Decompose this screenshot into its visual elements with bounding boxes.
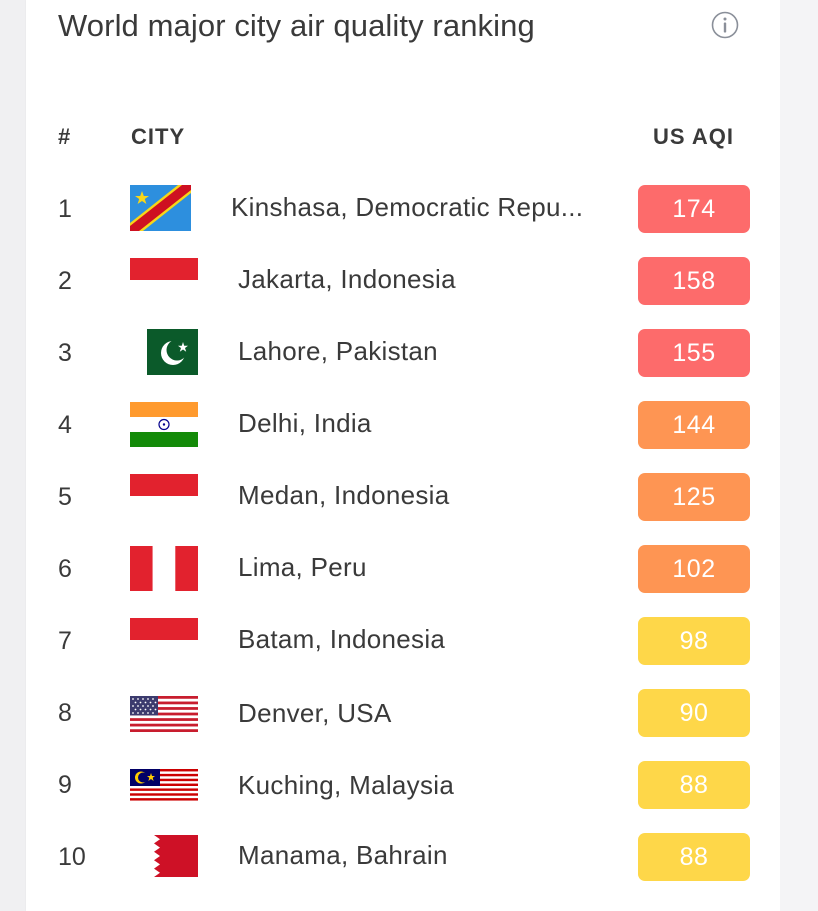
flag-malaysia-icon bbox=[130, 769, 198, 803]
aqi-badge: 102 bbox=[638, 545, 750, 593]
rank-number: 4 bbox=[58, 411, 72, 439]
ranking-card bbox=[26, 0, 780, 911]
table-row[interactable]: 7 Batam, Indonesia 98 bbox=[0, 617, 818, 689]
city-column-header: CITY bbox=[131, 124, 186, 149]
aqi-badge: 88 bbox=[638, 761, 750, 809]
rank-number: 9 bbox=[58, 771, 72, 799]
flag-pakistan-icon bbox=[147, 329, 198, 375]
aqi-badge: 125 bbox=[638, 473, 750, 521]
city-name[interactable]: Kinshasa, Democratic Repu... bbox=[231, 192, 584, 222]
rank-number: 7 bbox=[58, 627, 72, 655]
table-row[interactable]: 3 Lahore, Pakistan 155 bbox=[0, 329, 818, 401]
city-name[interactable]: Delhi, India bbox=[238, 408, 372, 438]
flag-indonesia-icon bbox=[130, 258, 198, 302]
city-name[interactable]: Kuching, Malaysia bbox=[238, 770, 455, 800]
rank-number: 10 bbox=[58, 843, 86, 871]
aqi-badge: 88 bbox=[638, 833, 750, 881]
rank-column-header: # bbox=[58, 124, 72, 149]
page-title: World major city air quality ranking bbox=[58, 8, 535, 43]
table-row[interactable]: 2 Jakarta, Indonesia 158 bbox=[0, 257, 818, 329]
table-row[interactable]: 8 Denver, USA 90 bbox=[0, 689, 818, 761]
city-name[interactable]: Batam, Indonesia bbox=[238, 624, 446, 654]
flag-peru-icon bbox=[130, 546, 198, 591]
city-name[interactable]: Lima, Peru bbox=[238, 552, 367, 582]
aqi-badge: 98 bbox=[638, 617, 750, 665]
city-name[interactable]: Manama, Bahrain bbox=[238, 840, 448, 870]
aqi-badge: 158 bbox=[638, 257, 750, 305]
table-row[interactable]: 6 Lima, Peru 102 bbox=[0, 545, 818, 617]
table-row[interactable]: 10 Manama, Bahrain 88 bbox=[0, 833, 818, 905]
aqi-badge: 144 bbox=[638, 401, 750, 449]
aqi-badge: 155 bbox=[638, 329, 750, 377]
aqi-badge: 90 bbox=[638, 689, 750, 737]
rank-number: 3 bbox=[58, 339, 72, 367]
flag-indonesia-icon bbox=[130, 618, 198, 662]
aqi-column-header: US AQI bbox=[653, 124, 734, 149]
aqi-badge: 174 bbox=[638, 185, 750, 233]
rank-number: 5 bbox=[58, 483, 72, 511]
city-name[interactable]: Jakarta, Indonesia bbox=[238, 264, 456, 294]
table-row[interactable]: 9 Kuching, Malaysia 88 bbox=[0, 761, 818, 833]
flag-usa-icon bbox=[130, 696, 198, 732]
flag-indonesia-icon bbox=[130, 474, 198, 518]
rank-number: 2 bbox=[58, 267, 72, 295]
table-row[interactable]: 4 Delhi, India 144 bbox=[0, 401, 818, 473]
table-row[interactable]: 5 Medan, Indonesia 125 bbox=[0, 473, 818, 545]
info-icon[interactable] bbox=[711, 11, 739, 39]
rank-number: 6 bbox=[58, 555, 72, 583]
flag-drc-icon bbox=[130, 185, 191, 231]
city-name[interactable]: Lahore, Pakistan bbox=[238, 336, 438, 366]
city-name[interactable]: Medan, Indonesia bbox=[238, 480, 450, 510]
table-row[interactable]: 1 Kinshasa, Democratic Repu... 174 bbox=[0, 185, 818, 257]
rank-number: 1 bbox=[58, 195, 72, 223]
flag-india-icon bbox=[130, 402, 198, 447]
flag-bahrain-icon bbox=[146, 835, 198, 877]
rank-number: 8 bbox=[58, 699, 72, 727]
page-background bbox=[780, 0, 818, 911]
city-name[interactable]: Denver, USA bbox=[238, 698, 392, 728]
